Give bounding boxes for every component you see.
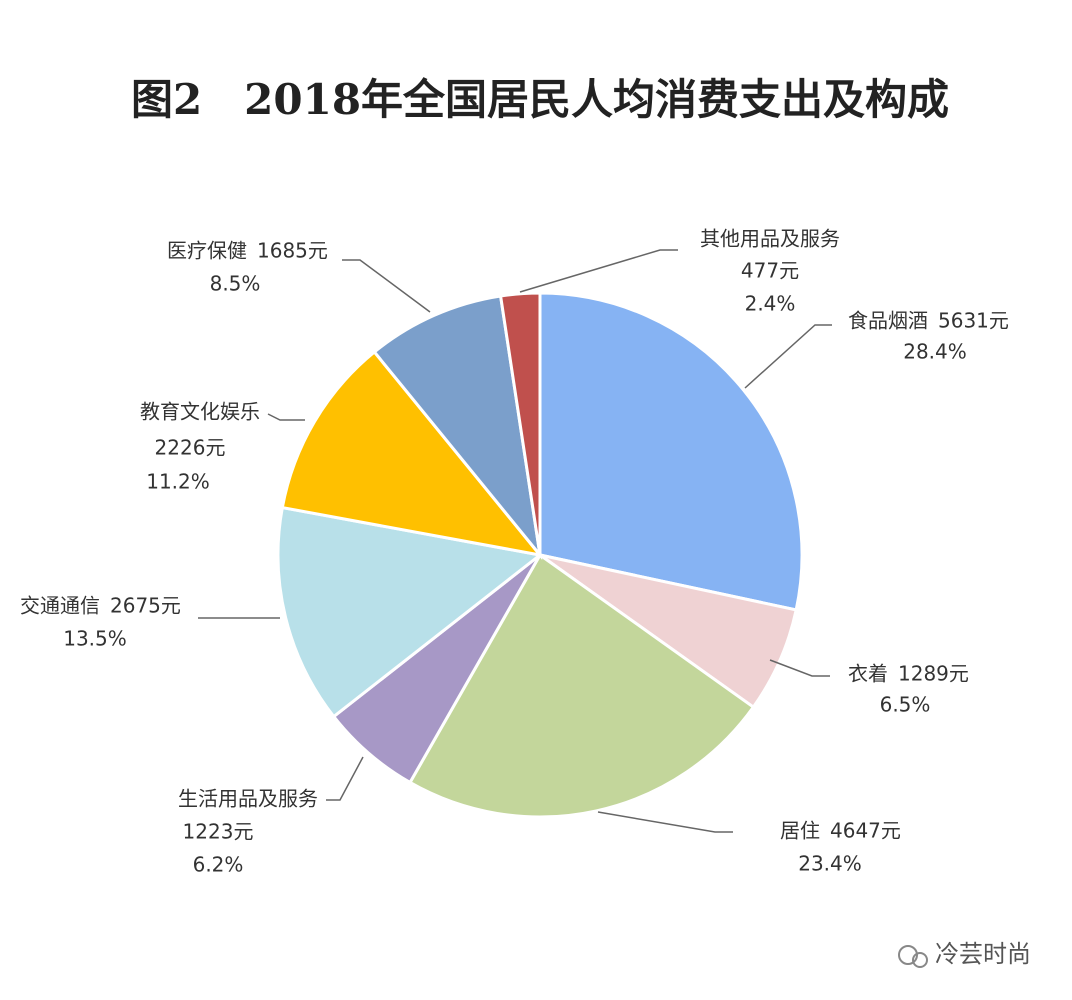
percent-label: 8.5% (210, 272, 261, 296)
leader-line (744, 324, 832, 389)
value-label: 5631元 (938, 309, 1009, 333)
percent-label: 11.2% (146, 470, 210, 494)
percent-label: 2.4% (745, 292, 796, 316)
pie-slice (372, 294, 543, 561)
slice-label: 交通通信 (20, 594, 100, 618)
slice-label: 居住 (780, 819, 820, 843)
leader-line (326, 756, 364, 801)
leader-line (342, 259, 431, 313)
value-label: 1223元 (183, 820, 254, 844)
slice-label: 其他用品及服务 (700, 227, 840, 251)
value-label: 1685元 (257, 239, 328, 263)
percent-label: 28.4% (903, 340, 967, 364)
slice-label: 医疗保健 (167, 239, 247, 263)
pie-slice (280, 349, 544, 558)
slice-label: 教育文化娱乐 (140, 400, 260, 424)
watermark: 冷芸时尚 (935, 940, 1031, 968)
percent-label: 6.2% (193, 853, 244, 877)
value-label: 477元 (741, 259, 799, 283)
percent-label: 23.4% (798, 852, 862, 876)
slice-label: 衣着 (848, 662, 888, 686)
percent-label: 13.5% (63, 627, 127, 651)
leader-line (267, 413, 305, 421)
slice-label: 生活用品及服务 (178, 787, 318, 811)
value-label: 2675元 (110, 594, 181, 618)
leader-line (597, 811, 733, 833)
percent-label: 6.5% (880, 693, 931, 717)
leader-line (519, 249, 678, 293)
pie-slice (407, 552, 756, 819)
pie-slice (498, 291, 542, 556)
chart-title: 图2 2018年全国居民人均消费支出及构成 (131, 75, 949, 124)
value-label: 2226元 (155, 436, 226, 460)
pie-slice (538, 291, 804, 612)
value-label: 1289元 (898, 662, 969, 686)
slice-label: 食品烟酒 (848, 309, 928, 333)
pie-slice (276, 505, 544, 719)
value-label: 4647元 (830, 819, 901, 843)
watermark-icon (898, 945, 928, 968)
leader-line (769, 659, 830, 677)
